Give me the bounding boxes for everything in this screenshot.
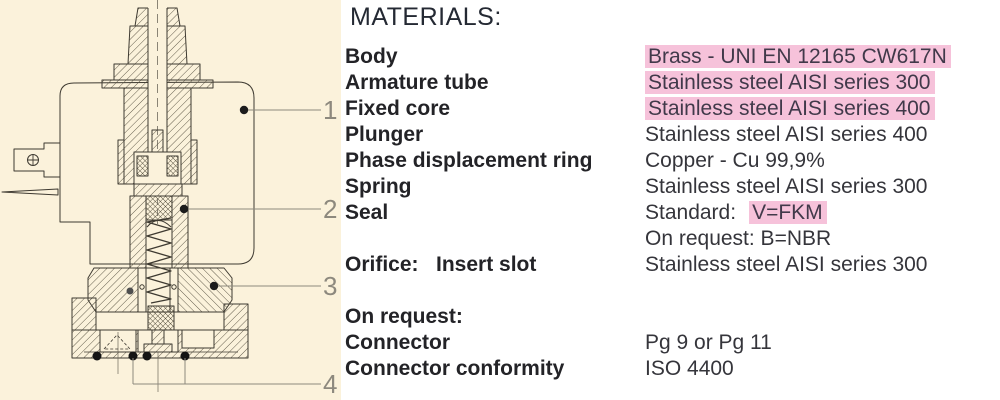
material-value: Stainless steel AISI series 300 xyxy=(645,175,928,198)
callout-label-4: 4 xyxy=(323,369,337,399)
callout-label-1: 1 xyxy=(323,95,337,125)
material-value: Stainless steel AISI series 400 xyxy=(645,123,928,146)
o-ring-icon xyxy=(92,287,190,361)
material-row-armature-tube: Armature tube Stainless steel AISI serie… xyxy=(345,70,1000,96)
material-label: Plunger xyxy=(345,123,424,146)
material-value: Stainless steel AISI series 300 xyxy=(645,253,928,276)
callout-leaders xyxy=(132,109,321,385)
highlighted-value: Brass - UNI EN 12165 CW617N xyxy=(645,45,951,68)
material-label: Body xyxy=(345,45,398,68)
material-value: On request: B=NBR xyxy=(645,227,832,250)
material-row-plunger: Plunger Stainless steel AISI series 400 xyxy=(345,122,1000,148)
product-drawing-panel: 1 2 3 4 xyxy=(0,0,341,400)
seal xyxy=(147,305,175,331)
armature-tube xyxy=(101,0,214,185)
callout-label-2: 2 xyxy=(323,194,337,224)
material-row-orifice: Orifice: Insert slot Stainless steel AIS… xyxy=(345,252,1000,278)
valve-body xyxy=(71,267,249,392)
valve-cross-section-diagram: 1 2 3 4 xyxy=(1,0,337,399)
material-value: Copper - Cu 99,9% xyxy=(645,149,825,172)
spacer-row xyxy=(345,278,1000,304)
material-row-body: Body Brass - UNI EN 12165 CW617N xyxy=(345,44,1000,70)
material-label: Fixed core xyxy=(345,97,451,120)
material-value: Brass - UNI EN 12165 CW617N xyxy=(645,44,951,70)
material-row-seal: Seal Standard: V=FKM xyxy=(345,200,1000,226)
material-label: On request: xyxy=(345,305,463,328)
material-label xyxy=(345,226,645,252)
material-row-connector: Connector Pg 9 or Pg 11 xyxy=(345,330,1000,356)
highlighted-value: Stainless steel AISI series 300 xyxy=(645,71,935,94)
materials-section: MATERIALS: Body Brass - UNI EN 12165 CW6… xyxy=(345,0,1000,382)
spade-connector-icon xyxy=(1,142,61,196)
callout-label-3: 3 xyxy=(323,271,337,301)
plunger-chamber xyxy=(133,151,183,228)
material-label: Connector conformity xyxy=(345,357,565,380)
core-pin xyxy=(151,129,164,153)
on-request-heading-row: On request: xyxy=(345,304,1000,330)
fixed-core xyxy=(145,195,173,221)
material-value: Standard: V=FKM xyxy=(645,200,827,226)
material-value: Stainless steel AISI series 400 xyxy=(645,96,935,122)
material-label: Orifice: Insert slot xyxy=(345,253,537,276)
seal-standard-text: Standard: xyxy=(645,201,737,224)
material-row-connector-conformity: Connector conformity ISO 4400 xyxy=(345,356,1000,382)
material-label: Spring xyxy=(345,175,412,198)
material-label: Seal xyxy=(345,201,389,224)
materials-table: Body Brass - UNI EN 12165 CW617N Armatur… xyxy=(345,44,1000,382)
materials-title: MATERIALS: xyxy=(350,3,502,31)
material-value: Stainless steel AISI series 300 xyxy=(645,70,935,96)
highlighted-value: Stainless steel AISI series 400 xyxy=(645,97,935,120)
phase-displacement-ring xyxy=(166,155,179,177)
material-row-seal-on-request: On request: B=NBR xyxy=(345,226,1000,252)
material-label: Phase displacement ring xyxy=(345,149,593,172)
material-value: Pg 9 or Pg 11 xyxy=(645,331,772,354)
phase-displacement-ring xyxy=(136,155,149,177)
highlighted-value: V=FKM xyxy=(749,201,827,224)
material-row-fixed-core: Fixed core Stainless steel AISI series 4… xyxy=(345,96,1000,122)
material-label: Armature tube xyxy=(345,71,489,94)
material-row-spring: Spring Stainless steel AISI series 300 xyxy=(345,174,1000,200)
material-value: ISO 4400 xyxy=(645,357,734,380)
material-row-phase-displacement-ring: Phase displacement ring Copper - Cu 99,9… xyxy=(345,148,1000,174)
solenoid-coil-outline xyxy=(59,81,255,265)
material-label: Connector xyxy=(345,331,450,354)
connector-pin xyxy=(1,188,59,196)
flow-arrow xyxy=(103,334,131,350)
spring xyxy=(146,217,172,304)
